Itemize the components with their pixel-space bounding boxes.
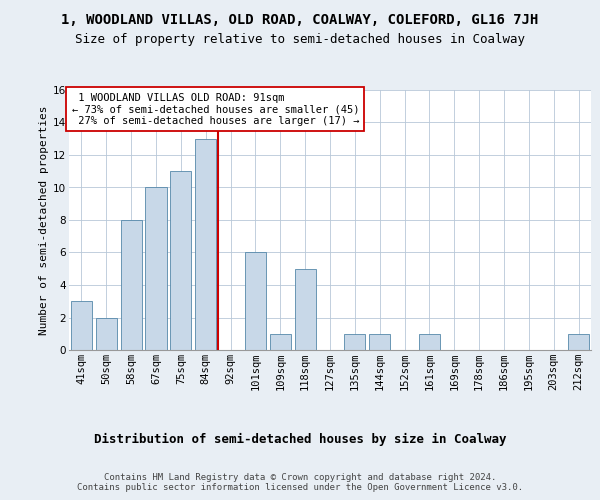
Text: Size of property relative to semi-detached houses in Coalway: Size of property relative to semi-detach… — [75, 32, 525, 46]
Bar — [96, 318, 117, 350]
Text: 1, WOODLAND VILLAS, OLD ROAD, COALWAY, COLEFORD, GL16 7JH: 1, WOODLAND VILLAS, OLD ROAD, COALWAY, C… — [61, 12, 539, 26]
Text: Contains HM Land Registry data © Crown copyright and database right 2024.
Contai: Contains HM Land Registry data © Crown c… — [77, 472, 523, 492]
Text: 1 WOODLAND VILLAS OLD ROAD: 91sqm
← 73% of semi-detached houses are smaller (45): 1 WOODLAND VILLAS OLD ROAD: 91sqm ← 73% … — [71, 92, 359, 126]
Bar — [71, 301, 92, 350]
Bar — [369, 334, 390, 350]
Bar — [270, 334, 291, 350]
Bar — [295, 269, 316, 350]
Bar — [344, 334, 365, 350]
Bar — [245, 252, 266, 350]
Bar — [170, 171, 191, 350]
Y-axis label: Number of semi-detached properties: Number of semi-detached properties — [39, 106, 49, 335]
Bar — [419, 334, 440, 350]
Text: Distribution of semi-detached houses by size in Coalway: Distribution of semi-detached houses by … — [94, 432, 506, 446]
Bar — [145, 188, 167, 350]
Bar — [568, 334, 589, 350]
Bar — [121, 220, 142, 350]
Bar — [195, 138, 216, 350]
